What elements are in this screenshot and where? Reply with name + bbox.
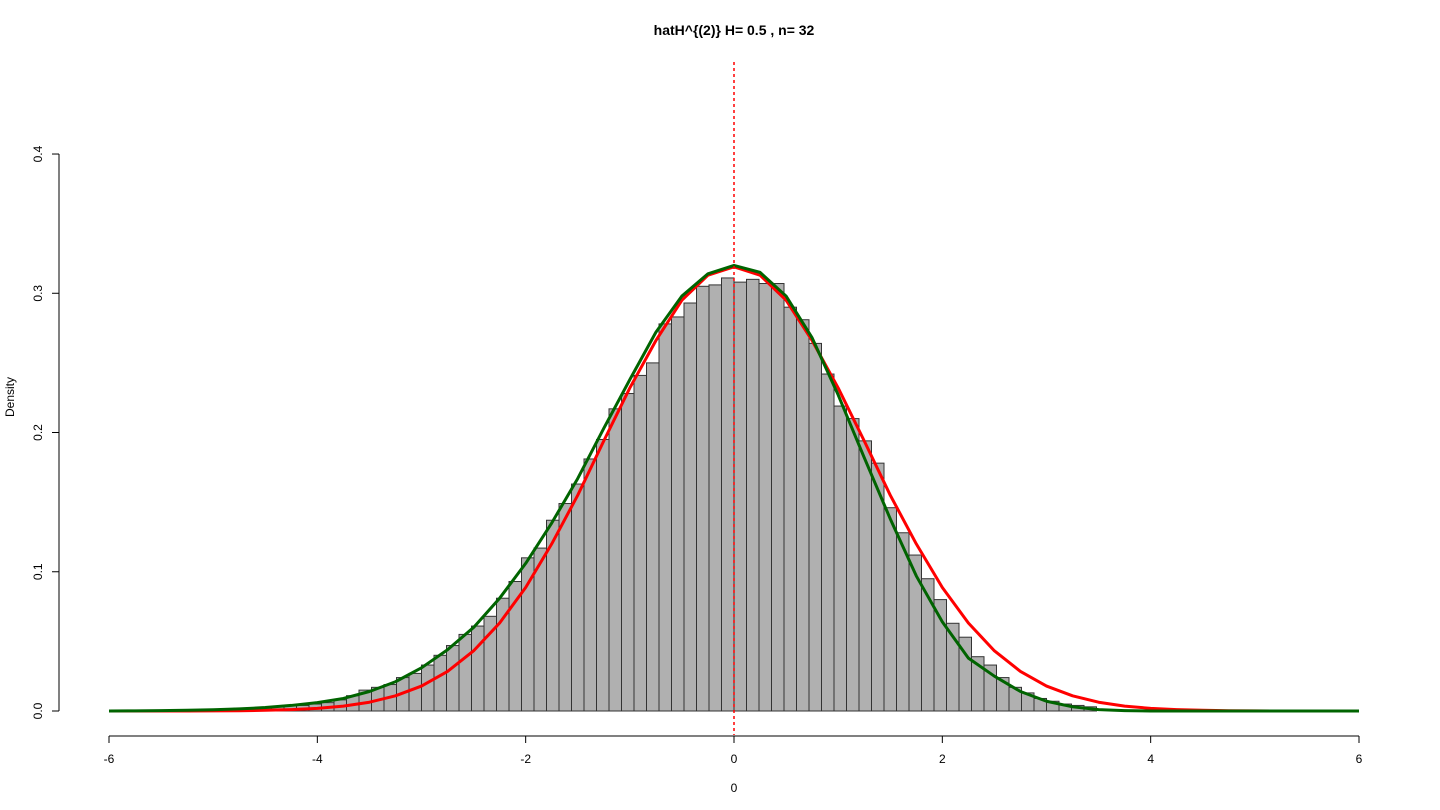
histogram-bar: [521, 557, 535, 712]
histogram-bar: [858, 440, 872, 712]
histogram-bar: [746, 278, 760, 712]
histogram-bar: [621, 393, 635, 712]
y-tick-label: 0.2: [31, 424, 45, 441]
histogram-bar: [671, 316, 685, 712]
histogram-bar: [583, 458, 597, 712]
x-tick-label: 2: [939, 752, 946, 766]
histogram-bar: [771, 283, 785, 712]
histogram-bar: [846, 418, 860, 712]
histogram-bar: [896, 532, 910, 712]
histogram-bar: [658, 323, 672, 712]
histogram-bar: [446, 645, 460, 712]
histogram-bar: [596, 438, 610, 712]
y-tick-label: 0.4: [31, 145, 45, 162]
histogram-bar: [908, 554, 922, 712]
histogram-bar: [808, 342, 822, 712]
histogram-bar: [408, 672, 422, 712]
histogram-bar: [683, 302, 697, 712]
histogram-bar: [608, 408, 622, 712]
x-tick-label: -2: [520, 752, 531, 766]
x-tick-label: 4: [1147, 752, 1154, 766]
y-tick-label: 0.1: [31, 563, 45, 580]
y-axis-label: Density: [3, 377, 17, 417]
histogram-bar: [721, 277, 735, 712]
histogram-bar: [708, 284, 722, 712]
x-tick-label: -4: [312, 752, 323, 766]
histogram-bar: [821, 373, 835, 712]
histogram-bar: [783, 306, 797, 712]
histogram-bar: [833, 405, 847, 712]
histogram-bar: [733, 281, 747, 712]
histogram-bar: [883, 507, 897, 712]
y-tick-label: 0.0: [31, 702, 45, 719]
histogram-bar: [558, 503, 572, 712]
histogram-bar: [696, 285, 710, 712]
histogram-bar: [633, 374, 647, 712]
histogram-bar: [433, 654, 447, 712]
histogram-bar: [646, 362, 660, 712]
x-tick-label: 6: [1356, 752, 1363, 766]
histogram-bar: [758, 283, 772, 712]
histogram-bar: [421, 664, 435, 712]
chart-title: hatH^{(2)} H= 0.5 , n= 32: [654, 22, 815, 38]
histogram-bar: [471, 625, 485, 712]
y-tick-label: 0.3: [31, 285, 45, 302]
x-tick-label: 0: [731, 752, 738, 766]
x-tick-label: -6: [104, 752, 115, 766]
density-curve: [108, 263, 1359, 713]
histogram-bar: [796, 319, 810, 712]
histogram-bar: [458, 633, 472, 712]
histogram-bar: [571, 483, 585, 712]
x-axis-label: 0: [731, 781, 738, 795]
